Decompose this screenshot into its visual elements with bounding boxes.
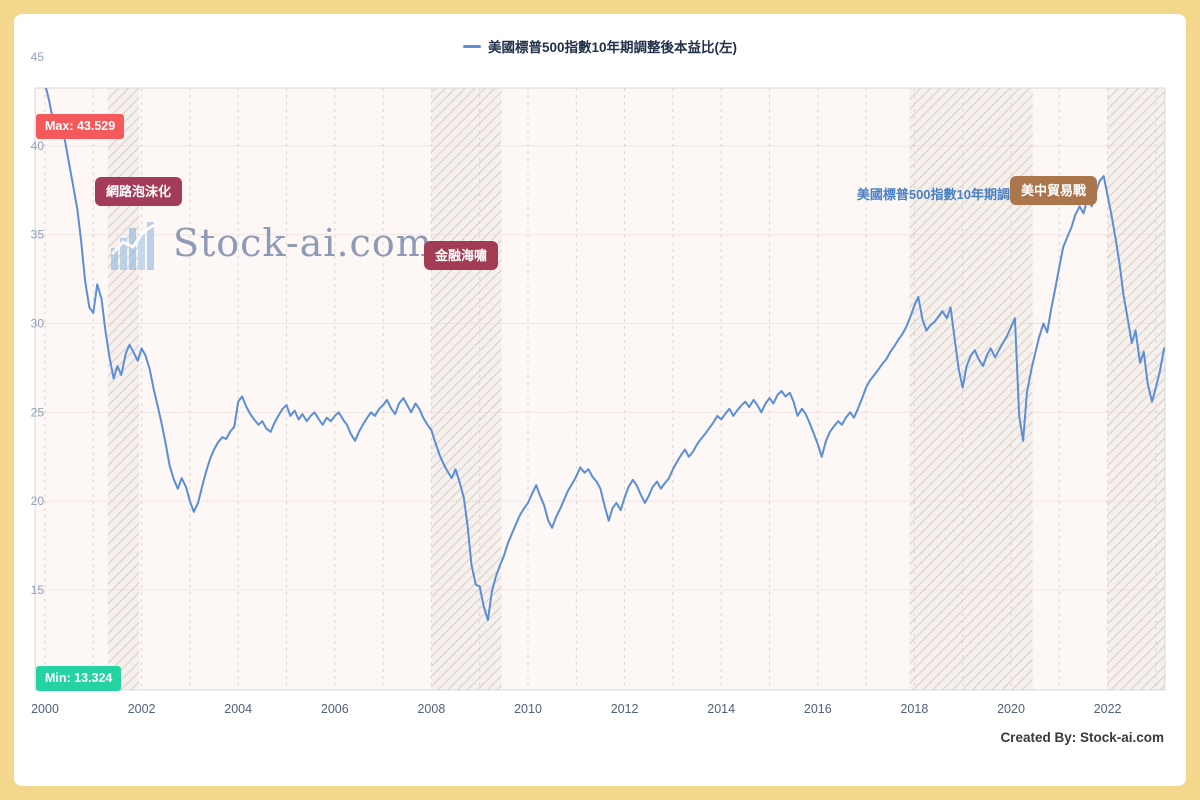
plot-border: [34, 87, 1166, 691]
x-axis-label: 2018: [900, 702, 928, 716]
y-axis-label: 15: [31, 583, 45, 597]
x-axis-label: 2022: [1094, 702, 1122, 716]
chart-legend[interactable]: 美國標普500指數10年期調整後本益比(左): [14, 36, 1186, 56]
cape-ratio-line-chart[interactable]: 15 20 25 30 35 40 45 2000 2002 2004 2006 2008 2010 20…: [14, 14, 1186, 786]
x-axis-label: 2012: [611, 702, 639, 716]
legend-series-label: 美國標普500指數10年期調整後本益比(左): [487, 40, 738, 55]
x-axis-label: 2002: [128, 702, 156, 716]
x-axis-label: 2016: [804, 702, 832, 716]
stock-ai-logo-icon: [110, 222, 155, 270]
event-badge-us-china-trade-war: 美中貿易戰: [1010, 176, 1098, 205]
legend-line-icon: [462, 44, 481, 48]
x-axis-label: 2004: [224, 702, 252, 716]
x-axis-label: 2020: [997, 702, 1025, 716]
created-by-credit: Created By: Stock-ai.com: [1000, 730, 1164, 745]
chart-page: 美國標普500指數10年期調整後本益比(左) 15 20 25 30 35 40 45 200…: [14, 14, 1186, 786]
x-axis-label: 2006: [321, 702, 349, 716]
y-axis-label: 40: [31, 139, 45, 153]
y-axis-label: 25: [31, 405, 45, 419]
y-axis-label: 45: [31, 50, 45, 64]
x-axis-label: 2000: [31, 702, 59, 716]
x-axis-label: 2008: [417, 702, 445, 716]
event-band: [431, 88, 502, 690]
x-axis-label: 2014: [707, 702, 735, 716]
y-axis-label: 35: [31, 228, 45, 242]
x-axis-label: 2010: [514, 702, 542, 716]
watermark-text: Stock-ai.com: [173, 221, 433, 265]
y-axis-label: 20: [31, 494, 45, 508]
stock-ai-watermark: Stock-ai.com: [109, 212, 433, 274]
series-name-floating-label: 美國標普500指數10年期調: [856, 187, 1010, 202]
min-value-badge: Min: 13.324: [36, 666, 122, 691]
event-badge-financial-crisis: 金融海嘯: [424, 241, 499, 270]
cape-series-line: [45, 88, 1165, 622]
event-badge-dotcom-bubble: 網路泡沫化: [95, 177, 183, 206]
max-value-badge: Max: 43.529: [36, 114, 125, 139]
y-axis-label: 30: [31, 317, 45, 331]
